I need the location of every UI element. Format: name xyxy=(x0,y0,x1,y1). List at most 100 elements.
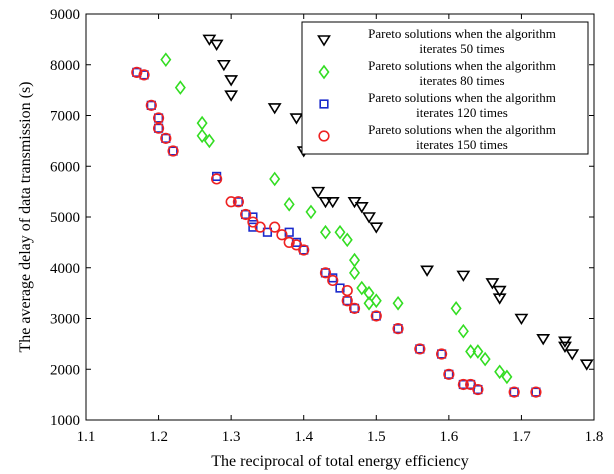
triangle-down-marker xyxy=(267,103,282,115)
triangle-down-marker xyxy=(456,270,471,282)
legend-label: iterates 80 times xyxy=(419,73,504,88)
diamond-marker xyxy=(174,80,186,95)
triangle-down-marker xyxy=(311,186,326,199)
diamond-marker xyxy=(472,344,484,359)
diamond-marker xyxy=(203,133,215,149)
diamond-marker xyxy=(479,351,491,367)
diamond-marker xyxy=(305,204,317,220)
square-marker xyxy=(153,123,164,133)
y-tick-label: 5000 xyxy=(50,210,80,226)
circle-marker xyxy=(290,239,303,251)
legend-label: iterates 50 times xyxy=(419,41,504,56)
series-group xyxy=(160,52,513,385)
circle-marker xyxy=(276,229,288,241)
circle-marker xyxy=(298,244,310,256)
legend-label: Pareto solutions when the algorithm xyxy=(368,58,556,73)
triangle-down-marker xyxy=(558,341,572,353)
square-marker xyxy=(233,197,244,207)
square-marker xyxy=(466,379,476,390)
triangle-down-marker xyxy=(325,196,340,209)
circle-marker xyxy=(443,368,455,380)
x-tick-label: 1.6 xyxy=(439,429,458,445)
series-group xyxy=(202,34,594,371)
square-marker xyxy=(153,113,164,123)
data-marks xyxy=(131,34,594,398)
legend-circle-marker xyxy=(318,130,330,142)
triangle-down-marker xyxy=(354,202,369,214)
triangle-down-marker xyxy=(362,212,376,224)
triangle-down-marker xyxy=(369,222,384,234)
y-tick-label: 1000 xyxy=(50,413,80,429)
y-tick-label: 7000 xyxy=(50,109,80,125)
circle-marker xyxy=(370,310,382,322)
legend-label: iterates 150 times xyxy=(416,137,508,152)
triangle-down-marker xyxy=(224,75,239,87)
y-tick-label: 3000 xyxy=(50,312,80,328)
circle-marker xyxy=(131,66,143,78)
circle-marker xyxy=(247,216,259,228)
circle-marker xyxy=(348,302,361,314)
diamond-marker xyxy=(319,224,331,240)
x-tick-label: 1.7 xyxy=(512,429,531,445)
circle-marker xyxy=(211,173,223,185)
triangle-down-marker xyxy=(565,349,580,361)
square-marker xyxy=(444,369,454,379)
circle-marker xyxy=(152,122,165,134)
circle-marker xyxy=(225,196,237,208)
square-marker xyxy=(436,349,447,359)
diamond-marker xyxy=(356,280,368,296)
x-tick-label: 1.8 xyxy=(585,429,604,445)
square-marker xyxy=(299,245,309,255)
square-marker xyxy=(473,384,483,395)
circle-marker xyxy=(283,236,295,248)
diamond-marker xyxy=(494,364,506,380)
legend-box xyxy=(301,21,589,155)
square-marker xyxy=(168,146,178,156)
circle-marker xyxy=(414,343,426,355)
triangle-down-marker xyxy=(536,333,551,346)
series-group xyxy=(131,66,542,398)
triangle-down-marker xyxy=(216,59,231,72)
diamond-marker xyxy=(457,323,469,339)
y-tick-label: 6000 xyxy=(50,159,80,175)
circle-marker xyxy=(240,208,252,221)
x-tick-label: 1.2 xyxy=(149,429,168,445)
legend-label: iterates 120 times xyxy=(416,105,508,120)
x-tick-label: 1.1 xyxy=(77,429,96,445)
diamond-marker xyxy=(349,265,361,281)
circle-marker xyxy=(341,295,353,307)
triangle-down-marker xyxy=(224,90,239,102)
diamond-marker xyxy=(269,171,281,187)
diamond-marker xyxy=(196,128,208,144)
x-tick-label: 1.3 xyxy=(222,429,241,445)
circle-marker xyxy=(457,378,469,391)
circle-marker xyxy=(138,69,150,81)
x-tick-label: 1.5 xyxy=(367,429,386,445)
triangle-down-marker xyxy=(514,313,529,326)
triangle-down-marker xyxy=(485,278,500,290)
x-tick-label: 1.4 xyxy=(294,429,313,445)
square-marker xyxy=(415,344,425,354)
circle-marker xyxy=(319,267,332,279)
legend-label: Pareto solutions when the algorithm xyxy=(368,26,556,41)
square-marker xyxy=(509,387,519,397)
diamond-marker xyxy=(334,224,346,240)
circle-marker xyxy=(530,386,542,398)
circle-marker xyxy=(465,378,477,391)
triangle-down-marker xyxy=(492,285,507,298)
diamond-marker xyxy=(450,301,462,316)
legend-triangle-down-marker xyxy=(317,35,331,47)
circle-marker xyxy=(472,383,484,396)
y-axis-label: The average delay of data transmission (… xyxy=(17,81,34,352)
y-tick-label: 4000 xyxy=(50,261,80,277)
triangle-down-marker xyxy=(209,39,224,51)
circle-marker xyxy=(167,145,179,157)
square-marker xyxy=(531,387,541,397)
diamond-marker xyxy=(370,293,382,309)
circle-marker xyxy=(232,196,244,208)
circle-marker xyxy=(327,274,339,287)
square-marker xyxy=(371,311,381,321)
square-marker xyxy=(262,227,273,237)
square-marker xyxy=(393,324,403,334)
